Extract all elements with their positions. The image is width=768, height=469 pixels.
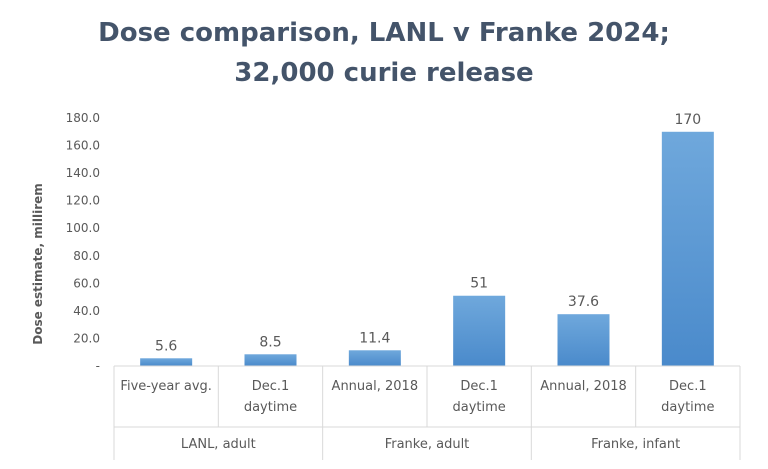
y-axis-label: Dose estimate, millirem — [31, 183, 45, 345]
x-tick-label-line2: daytime — [453, 400, 506, 415]
y-tick-label: 80.0 — [73, 249, 100, 263]
group-label: LANL, adult — [181, 437, 256, 452]
bar — [557, 314, 610, 366]
y-tick-label: - — [96, 359, 100, 373]
bar — [140, 358, 193, 366]
x-tick-label: Dec.1 — [669, 379, 707, 394]
chart-title-line-2: 32,000 curie release — [234, 58, 534, 88]
x-tick-label: Annual, 2018 — [332, 379, 419, 394]
x-tick-label: Dec.1 — [460, 379, 498, 394]
data-label: 51 — [470, 276, 488, 292]
y-tick-label: 140.0 — [66, 166, 100, 180]
bar — [661, 131, 714, 366]
bar — [244, 354, 297, 366]
data-label: 11.4 — [359, 330, 390, 346]
y-tick-label: 40.0 — [73, 304, 100, 318]
data-label: 8.5 — [259, 334, 281, 350]
x-tick-label: Five-year avg. — [120, 379, 211, 394]
y-tick-label: 60.0 — [73, 276, 100, 290]
y-tick-label: 120.0 — [66, 194, 100, 208]
data-label: 5.6 — [155, 338, 177, 354]
y-tick-label: 100.0 — [66, 221, 100, 235]
group-label: Franke, adult — [385, 437, 470, 452]
y-tick-label: 160.0 — [66, 139, 100, 153]
group-label: Franke, infant — [591, 437, 680, 452]
y-tick-label: 20.0 — [73, 331, 100, 345]
data-label: 170 — [674, 112, 701, 128]
x-tick-label-line2: daytime — [244, 400, 297, 415]
chart-title-line-1: Dose comparison, LANL v Franke 2024; — [98, 18, 670, 48]
x-tick-label: Dec.1 — [252, 379, 290, 394]
bar — [453, 295, 506, 366]
x-tick-label: Annual, 2018 — [540, 379, 627, 394]
y-tick-label: 180.0 — [66, 111, 100, 125]
data-label: 37.6 — [568, 294, 599, 310]
bar — [348, 350, 401, 366]
x-tick-label-line2: daytime — [661, 400, 714, 415]
